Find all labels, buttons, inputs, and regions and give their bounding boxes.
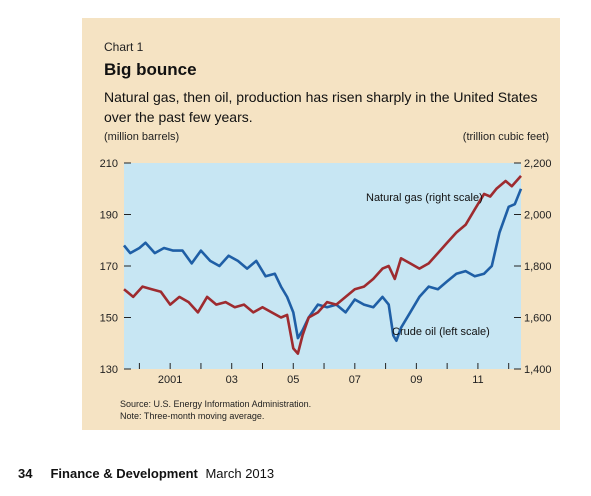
right-axis-tick-label: 2,200 [524, 158, 552, 170]
plot-area [124, 163, 521, 369]
chart-title: Big bounce [104, 60, 197, 79]
right-axis-tick-label: 1,400 [524, 364, 552, 376]
left-axis-tick-label: 190 [100, 210, 118, 222]
x-axis-tick-label: 05 [287, 374, 299, 386]
chart-number: Chart 1 [104, 40, 144, 54]
note-line: Note: Three-month moving average. [120, 411, 265, 421]
page-footer: 34 Finance & Development March 2013 [18, 466, 274, 481]
left-axis-tick-label: 130 [100, 364, 118, 376]
x-axis-tick-label: 2001 [158, 374, 182, 386]
page-number: 34 [18, 466, 33, 481]
right-axis-tick-label: 1,800 [524, 261, 552, 273]
x-axis-tick-label: 11 [472, 374, 483, 386]
natural-gas-label: Natural gas (right scale) [366, 192, 483, 204]
natural-gas-line [123, 175, 522, 355]
x-axis-tick-label: 09 [410, 374, 422, 386]
right-axis-tick-label: 2,000 [524, 210, 552, 222]
publication-name: Finance & Development [50, 466, 198, 481]
source-line: Source: U.S. Energy Information Administ… [120, 399, 312, 409]
left-axis-unit: (million barrels) [104, 131, 180, 143]
left-axis-tick-label: 150 [100, 313, 118, 325]
x-axis-tick-label: 03 [226, 374, 238, 386]
left-axis-tick-label: 170 [100, 261, 118, 273]
left-axis-tick-label: 210 [100, 158, 118, 170]
right-axis-unit: (trillion cubic feet) [462, 131, 549, 143]
chart-subtitle: Natural gas, then oil, production has ri… [104, 89, 538, 125]
issue-date: March 2013 [205, 466, 275, 481]
crude-oil-label: Crude oil (left scale) [392, 326, 490, 338]
right-axis-tick-label: 1,600 [524, 313, 552, 325]
x-axis-tick-label: 07 [349, 374, 361, 386]
source-notes: Source: U.S. Energy Information Administ… [120, 398, 311, 422]
